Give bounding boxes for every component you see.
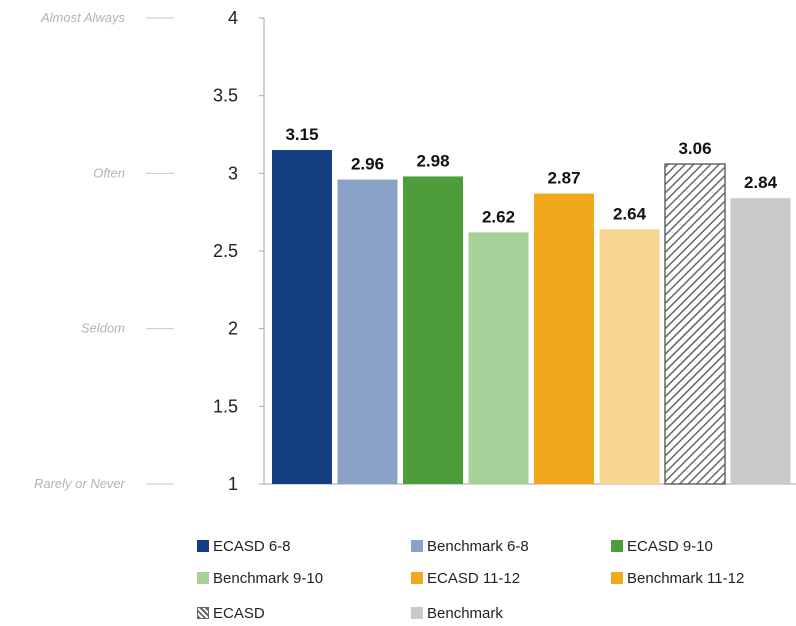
legend-item: ECASD 6-8 (197, 536, 291, 556)
legend-swatch (197, 607, 209, 619)
bar (599, 229, 660, 484)
legend-label: Benchmark 9-10 (213, 569, 324, 587)
legend-swatch (611, 540, 623, 552)
legend-swatch (411, 607, 423, 619)
legend-item: ECASD 11-12 (411, 568, 520, 588)
legend-item: ECASD 9-10 (611, 536, 713, 556)
bar (337, 179, 398, 484)
legend-swatch (411, 572, 423, 584)
legend-swatch (411, 540, 423, 552)
legend-label: Benchmark (427, 604, 503, 622)
value-label: 2.98 (416, 151, 449, 170)
frequency-label: Often (93, 165, 125, 180)
y-tick-label: 1 (228, 474, 238, 494)
bar (272, 150, 332, 485)
frequency-label: Almost Always (40, 10, 126, 25)
y-tick-label: 2 (228, 319, 238, 339)
bar (468, 232, 529, 484)
y-tick-label: 2.5 (213, 241, 238, 261)
bar (534, 193, 594, 484)
frequency-label: Rarely or Never (34, 476, 126, 491)
value-label: 3.06 (678, 139, 711, 158)
legend-item: Benchmark 6-8 (411, 536, 529, 556)
y-tick-label: 4 (228, 8, 238, 28)
legend-swatch (611, 572, 623, 584)
legend-item: Benchmark 9-10 (197, 568, 323, 588)
value-label: 3.15 (285, 125, 318, 144)
y-tick-label: 3 (228, 163, 238, 183)
value-label: 2.87 (547, 169, 580, 188)
legend-item: ECASD (197, 603, 265, 623)
value-label: 2.96 (351, 155, 384, 174)
frequency-label: Seldom (81, 321, 125, 336)
value-labels: 3.15 2.96 2.98 2.62 2.87 2.64 3.06 2.84 (285, 125, 777, 226)
legend-item: Benchmark 11-12 (611, 568, 744, 588)
legend-label: Benchmark 11-12 (627, 569, 745, 587)
bar (403, 176, 463, 484)
legend-swatch (197, 540, 209, 552)
value-label: 2.84 (744, 173, 778, 192)
legend-label: ECASD 9-10 (627, 537, 713, 555)
bar (730, 198, 791, 485)
legend-item: Benchmark (411, 603, 503, 623)
legend-label: ECASD 6-8 (213, 537, 291, 555)
legend-label: ECASD 11-12 (427, 569, 521, 587)
legend-swatch (197, 572, 209, 584)
legend-label: ECASD (213, 604, 265, 622)
legend-label: Benchmark 6-8 (427, 537, 529, 555)
value-label: 2.64 (613, 204, 647, 223)
y-tick-label: 1.5 (213, 396, 238, 416)
value-label: 2.62 (482, 207, 515, 226)
bars (272, 150, 791, 485)
y-tick-label: 3.5 (213, 86, 238, 106)
bar (664, 163, 726, 485)
frequency-labels: Rarely or Never Seldom Often Almost Always (34, 10, 174, 491)
legend: ECASD 6-8 Benchmark 6-8 ECASD 9-10 Benchmar… (197, 533, 796, 623)
